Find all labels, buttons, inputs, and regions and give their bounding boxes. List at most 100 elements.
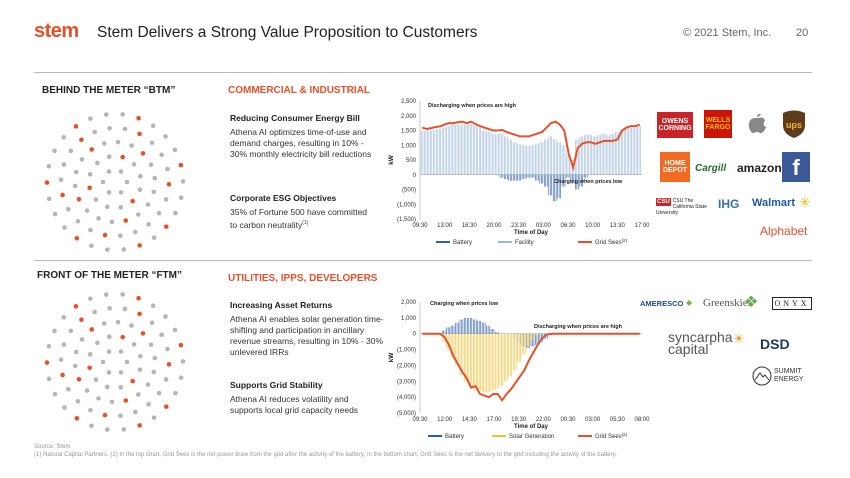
legend-label: Grid Sees(2) — [595, 238, 628, 246]
dot — [95, 340, 100, 346]
dot — [163, 197, 169, 202]
dot — [87, 172, 93, 177]
dot — [105, 204, 110, 210]
legend-label: Grid Sees(2) — [595, 432, 628, 440]
dot — [73, 349, 79, 355]
dot — [132, 409, 138, 415]
dot — [118, 349, 124, 354]
greenskies-diamond-icon: ❖ — [744, 294, 759, 311]
chart-annotation: Charging when prices low — [430, 301, 499, 307]
dot — [66, 386, 71, 392]
logo-cargill: Cargill — [695, 163, 727, 174]
dot — [172, 327, 178, 333]
dot — [101, 321, 107, 326]
logo-onyx: ONYX — [772, 297, 812, 310]
dot — [118, 190, 124, 195]
dot — [178, 162, 184, 168]
dot — [172, 147, 178, 153]
dot — [137, 367, 143, 372]
dot — [68, 148, 74, 154]
dot — [107, 125, 112, 131]
dot — [52, 148, 57, 154]
dot — [79, 137, 84, 143]
dot — [148, 342, 154, 348]
dot — [89, 423, 94, 429]
dot — [96, 216, 101, 221]
dot — [130, 378, 135, 384]
dot — [62, 405, 67, 410]
btm-block2-body-wrap: 35% of Fortune 500 have committed to car… — [230, 207, 370, 231]
logo-ameresco: AMERESCO — [640, 299, 684, 308]
y-tick-label: 2,000 — [401, 114, 417, 120]
dot — [145, 202, 151, 207]
dot — [129, 143, 134, 148]
dot — [149, 140, 155, 146]
x-tick-label: 08:00 — [634, 417, 650, 423]
dot — [46, 196, 52, 202]
dot — [106, 154, 112, 159]
x-tick-label: 19:30 — [511, 417, 527, 423]
dot — [178, 342, 184, 348]
dot — [138, 353, 143, 359]
dot — [100, 179, 106, 185]
dot — [118, 385, 124, 390]
dot — [115, 319, 121, 325]
x-tick-label: 13:00 — [437, 223, 453, 229]
dot — [140, 151, 146, 156]
btm-block2-title: Corporate ESG Objectives — [230, 193, 337, 203]
y-tick-label: (2,000) — [397, 363, 416, 369]
dot — [129, 323, 134, 328]
dot — [148, 162, 154, 168]
btm-heading: BEHIND THE METER “BTM” — [42, 85, 176, 96]
y-tick-label: (4,000) — [397, 395, 416, 401]
logo-home-depot: HOME DEPOT — [660, 152, 690, 182]
dot — [92, 309, 98, 315]
dot — [74, 235, 80, 241]
dot — [135, 212, 141, 217]
copyright: © 2021 Stem, Inc. — [683, 27, 772, 39]
y-tick-label: (500) — [402, 188, 416, 194]
dot — [118, 413, 123, 419]
logo-walmart: Walmart — [752, 197, 795, 209]
dot — [163, 134, 168, 139]
dot — [95, 160, 100, 166]
dot — [136, 295, 141, 301]
dot — [76, 196, 82, 202]
dot — [102, 412, 108, 418]
y-axis-label: kW — [388, 352, 395, 363]
footer-source: Source: Stem — [34, 444, 71, 450]
dot — [178, 375, 184, 381]
legend-label: Facility — [515, 240, 534, 246]
legend-footnote: (2) — [622, 238, 628, 243]
dot — [137, 187, 143, 192]
dot — [73, 304, 79, 309]
y-tick-label: 0 — [413, 173, 417, 179]
logo-summit-energy: SUMMIT ENERGY — [774, 368, 804, 383]
btm-subheading: COMMERCIAL & INDUSTRIAL — [228, 85, 371, 96]
logo-syncarpha: syncarpha capital — [668, 330, 738, 356]
dot — [105, 384, 110, 390]
dot — [96, 396, 101, 401]
dot — [118, 370, 124, 375]
dot — [73, 169, 79, 175]
dot — [180, 179, 186, 184]
logo-facebook: f — [782, 152, 810, 182]
ftm-block1-title: Increasing Asset Returns — [230, 300, 333, 310]
dot — [151, 189, 157, 195]
y-tick-label: (1,500) — [397, 217, 416, 223]
dot — [173, 210, 178, 216]
ameresco-leaf-icon: ◆ — [686, 298, 693, 307]
ftm-block2-title: Supports Grid Stability — [230, 380, 323, 390]
dot — [122, 306, 128, 312]
dot — [156, 390, 162, 396]
dot — [137, 131, 142, 137]
line-grid-sees — [422, 332, 640, 403]
x-tick-label: 14:30 — [462, 417, 478, 423]
dot — [131, 162, 137, 167]
logo-csu-text: CSU The California State University — [656, 198, 707, 216]
dot — [163, 377, 169, 382]
walmart-spark-icon: ✳ — [799, 194, 811, 210]
summit-mountain-icon — [752, 366, 772, 386]
dot — [106, 334, 112, 339]
dot — [135, 392, 141, 397]
